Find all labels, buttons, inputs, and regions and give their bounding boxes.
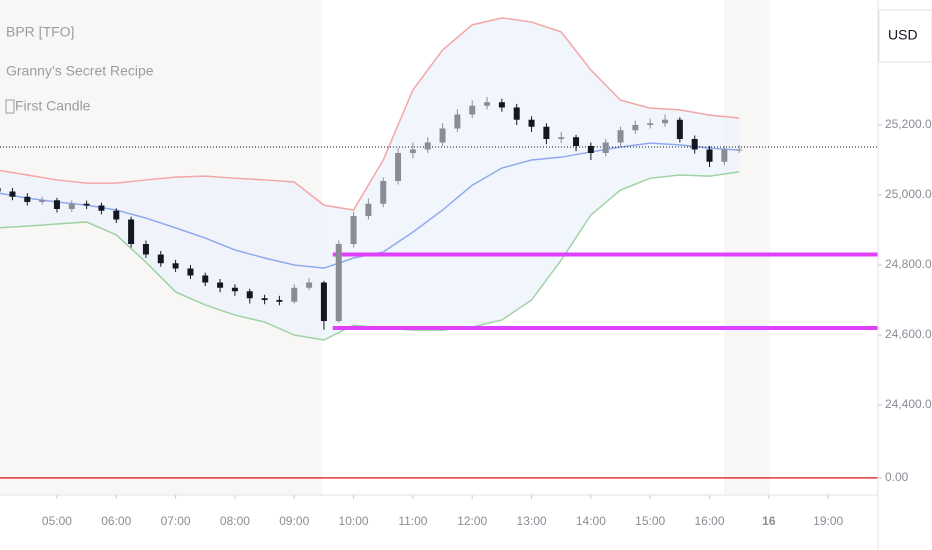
currency[interactable]: USD — [888, 27, 918, 43]
candle-body — [558, 137, 565, 139]
session-shade — [724, 0, 770, 495]
candle-body — [335, 243, 342, 322]
x-tick-label: 16:00 — [695, 514, 725, 528]
candle-body — [632, 124, 639, 131]
y-tick-label: 24,600.00 — [885, 327, 932, 341]
candle-body — [380, 180, 387, 204]
candle-body — [24, 196, 31, 202]
candle-body — [395, 152, 402, 181]
y-tick-label: 25,000.00 — [885, 187, 932, 201]
candle-body — [261, 298, 268, 301]
y-tick-label: 24,400.00 — [885, 397, 932, 411]
candle-body — [409, 149, 416, 153]
x-tick-label: 15:00 — [635, 514, 665, 528]
candle-body — [231, 287, 238, 292]
candle-body — [691, 138, 698, 150]
candle-body — [424, 142, 431, 150]
candle-body — [528, 119, 535, 127]
missing-glyph — [5, 99, 15, 114]
candle-body — [172, 263, 179, 269]
plot-area — [0, 17, 878, 479]
candle-body — [113, 210, 120, 220]
candle-body — [246, 291, 253, 299]
candle-body — [39, 200, 46, 202]
candle-body — [68, 203, 75, 209]
x-tick-label: 09:00 — [279, 514, 309, 528]
candle-body — [484, 102, 491, 106]
candle-body — [53, 200, 60, 209]
x-tick-label: 12:00 — [457, 514, 487, 528]
candle-body — [202, 275, 209, 283]
x-tick-label: 06:00 — [101, 514, 131, 528]
candle-body — [676, 119, 683, 139]
candle-body — [9, 191, 16, 197]
candle-body — [142, 243, 149, 255]
candle-body — [187, 268, 194, 276]
candle-body — [217, 282, 224, 288]
candle-body — [513, 107, 520, 120]
x-tick-label: 10:00 — [339, 514, 369, 528]
candle-body — [543, 126, 550, 139]
candle-body — [573, 137, 580, 146]
candle-body — [617, 130, 624, 143]
candle-body — [291, 287, 298, 302]
candle-body — [662, 119, 669, 124]
candle-body — [0, 187, 1, 192]
candle-body — [128, 219, 135, 244]
candle-body — [454, 114, 461, 129]
candle-body — [320, 282, 327, 322]
legend-text: Granny’s Secret Recipe — [6, 63, 154, 79]
band-upper — [0, 17, 740, 211]
candle-body — [306, 282, 313, 288]
x-tick-label: 16 — [762, 514, 776, 528]
candle-body — [469, 105, 476, 115]
candle-body — [83, 203, 90, 206]
candle-body — [350, 215, 357, 244]
candle-body — [602, 142, 609, 153]
legend-text: BPR [TFO] — [6, 24, 74, 40]
candle-body — [498, 102, 505, 108]
candle-body — [706, 149, 713, 162]
candle-body — [439, 128, 446, 143]
candle-body — [587, 145, 594, 153]
candle-body — [721, 149, 728, 162]
x-tick-label: 19:00 — [813, 514, 843, 528]
x-tick-label: 14:00 — [576, 514, 606, 528]
x-tick-label: 08:00 — [220, 514, 250, 528]
x-tick-label: 11:00 — [398, 514, 427, 528]
candle-body — [647, 123, 654, 125]
candle-body — [98, 205, 105, 211]
candle-body — [736, 149, 743, 151]
x-tick-label: 05:00 — [42, 514, 72, 528]
band-fill — [0, 17, 740, 340]
y-tick-label: 24,800.00 — [885, 257, 932, 271]
y2-tick-label: 0.00 — [885, 470, 909, 484]
currency-box[interactable] — [878, 9, 932, 63]
x-tick-label: 07:00 — [161, 514, 191, 528]
candle-body — [365, 203, 372, 216]
candle-body — [157, 254, 164, 264]
legend-text: First Candle — [15, 98, 91, 114]
x-tick-label: 13:00 — [517, 514, 547, 528]
y-tick-label: 25,200.00 — [885, 117, 932, 131]
candle-body — [276, 300, 283, 302]
